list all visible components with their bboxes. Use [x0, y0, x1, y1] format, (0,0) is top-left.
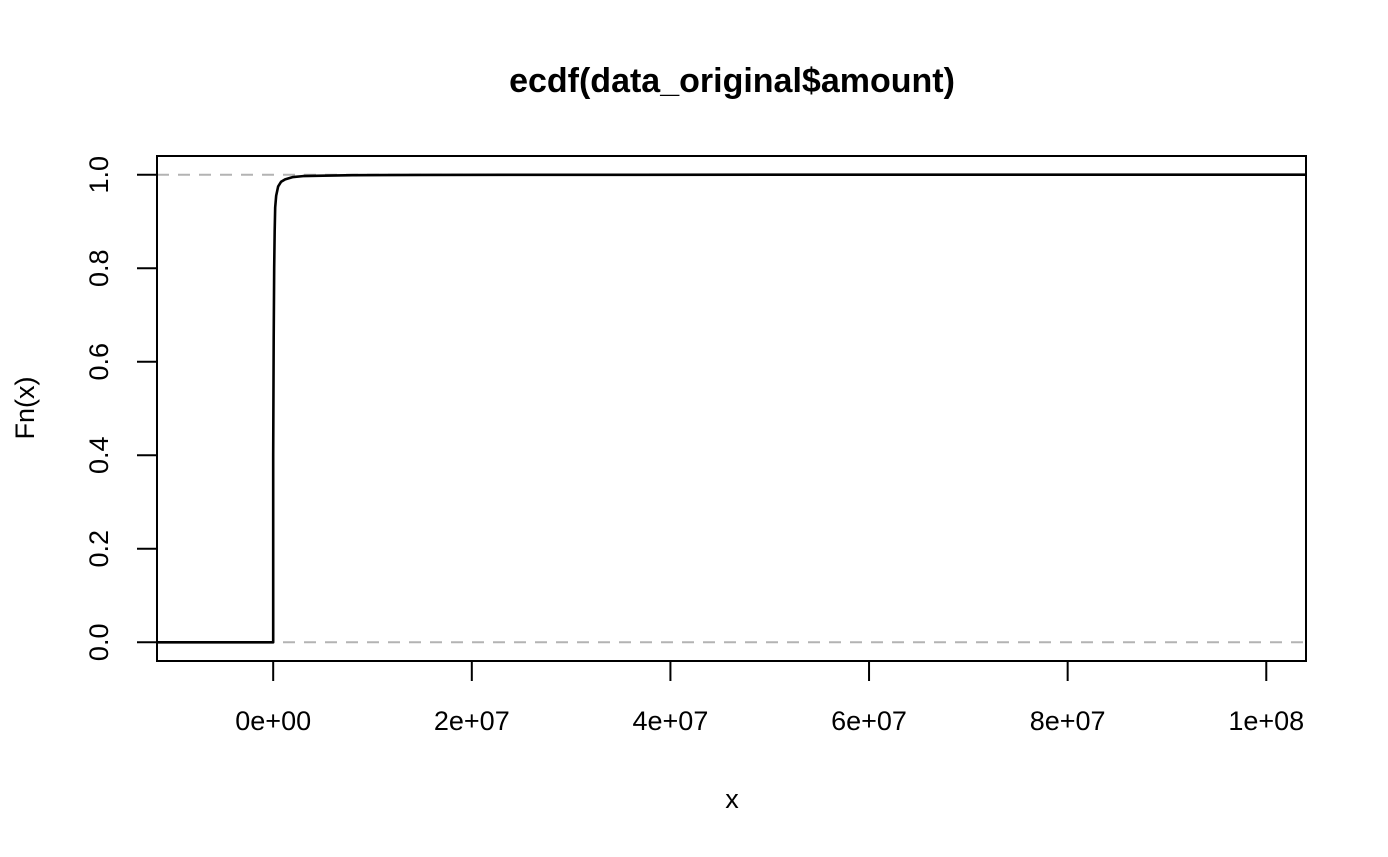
- y-tick-label: 0.2: [84, 530, 114, 568]
- reference-lines: [157, 173, 1306, 644]
- x-tick-label: 8e+07: [1030, 706, 1106, 736]
- y-tick-label: 0.4: [84, 436, 114, 474]
- series-layer: [157, 173, 1306, 644]
- y-tick-label: 1.0: [84, 156, 114, 194]
- plot-frame: [156, 155, 1307, 662]
- chart-title: ecdf(data_original$amount): [509, 62, 955, 100]
- y-tick-label: 0.6: [84, 343, 114, 381]
- y-tick-label: 0.0: [84, 624, 114, 662]
- y-tick-label: 0.8: [84, 249, 114, 287]
- x-tick-label: 2e+07: [434, 706, 510, 736]
- x-axis: 0e+00 2e+07 4e+07 6e+07 8e+07 1e+08: [235, 660, 1304, 736]
- y-axis-label: Fn(x): [10, 377, 40, 440]
- ecdf-line: [157, 173, 1306, 644]
- x-tick-label: 0e+00: [235, 706, 311, 736]
- x-tick-label: 6e+07: [831, 706, 907, 736]
- x-tick-label: 4e+07: [633, 706, 709, 736]
- x-tick-label: 1e+08: [1228, 706, 1304, 736]
- y-axis: 0.0 0.2 0.4 0.6 0.8 1.0: [84, 156, 158, 662]
- x-axis-label: x: [725, 784, 739, 814]
